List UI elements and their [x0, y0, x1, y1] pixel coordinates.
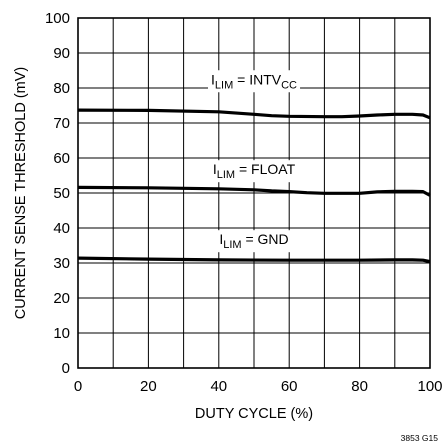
- label-background: [216, 230, 292, 253]
- y-tick-label: 10: [53, 325, 70, 342]
- series-label-text: = INTV: [233, 71, 282, 87]
- x-tick-label: 100: [417, 378, 442, 395]
- x-tick-labels: 0 20 40 60 80 100: [74, 378, 443, 395]
- x-axis-title: DUTY CYCLE (%): [195, 406, 313, 422]
- x-tick-label: 20: [140, 378, 157, 395]
- series-label-subscript: LIM: [215, 79, 233, 91]
- series-label-subscript: LIM: [223, 239, 241, 251]
- y-axis-title: CURRENT SENSE THRESHOLD (mV): [13, 67, 29, 319]
- figure-id: 3853 G15: [401, 433, 439, 443]
- series-label-subscript: LIM: [217, 169, 235, 181]
- label-background: [209, 160, 299, 183]
- y-tick-label: 70: [53, 115, 70, 132]
- series-line-gnd: [77, 256, 431, 264]
- plot-frame: [77, 17, 431, 369]
- y-tick-label: 100: [45, 10, 70, 27]
- series-label-text: = GND: [242, 231, 289, 247]
- series-label-intvcc: ILIM = INTVCC: [211, 71, 297, 91]
- series-label-text: I: [211, 71, 215, 87]
- series-label-float: ILIM = FLOAT: [213, 161, 296, 181]
- series-line-intvcc: [77, 108, 431, 120]
- y-tick-label: 80: [53, 80, 70, 97]
- x-tick-label: 80: [351, 378, 368, 395]
- label-background: [208, 70, 301, 93]
- x-tick-label: 0: [74, 378, 82, 395]
- curve-label-backgrounds: [208, 70, 301, 253]
- series-label-text: I: [219, 231, 223, 247]
- y-tick-label: 0: [62, 360, 70, 377]
- series-label-subscript: CC: [281, 79, 297, 91]
- series-line-float: [77, 185, 431, 197]
- y-tick-label: 60: [53, 150, 70, 167]
- series-label-text: I: [213, 161, 217, 177]
- y-tick-label: 20: [53, 290, 70, 307]
- curves: [77, 108, 431, 264]
- x-tick-label: 60: [281, 378, 298, 395]
- y-tick-label: 30: [53, 255, 70, 272]
- x-tick-label: 40: [210, 378, 227, 395]
- series-label-gnd: ILIM = GND: [219, 231, 288, 251]
- y-tick-label: 40: [53, 220, 70, 237]
- y-tick-label: 90: [53, 45, 70, 62]
- series-label-text: = FLOAT: [235, 161, 295, 177]
- y-tick-labels: 0 10 20 30 40 50 60 70 80 90 100: [45, 10, 70, 377]
- y-tick-label: 50: [53, 185, 70, 202]
